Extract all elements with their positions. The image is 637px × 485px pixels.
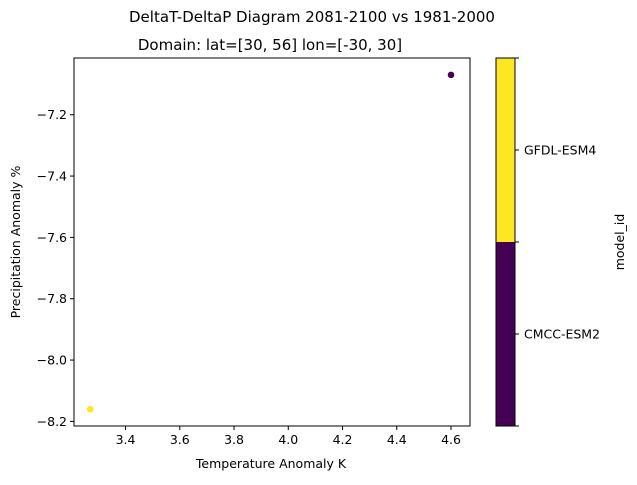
plot-area: 3.4 3.6 3.8 4.0 4.2 4.4 4.6 −7.2 −7.4 −7.6 −7.8 −8.… [37, 57, 471, 447]
chart-title: Domain: lat=[30, 56] lon=[-30, 30] [138, 36, 402, 54]
plot-frame [73, 57, 471, 427]
colorbar-segment [496, 58, 515, 242]
y-tick-label: −7.2 [37, 107, 67, 122]
colorbar-tick-label: GFDL-ESM4 [524, 143, 596, 158]
y-tick-label: −7.6 [37, 230, 67, 245]
y-tick-label: −8.0 [37, 353, 67, 368]
y-tick-label: −7.8 [37, 291, 67, 306]
data-point [447, 71, 455, 79]
y-axis-label: Precipitation Anomaly % [8, 165, 23, 318]
colorbar-segment [496, 242, 515, 426]
x-tick-label: 3.4 [116, 432, 136, 447]
x-tick-label: 3.8 [224, 432, 244, 447]
x-axis-label: Temperature Anomaly K [195, 456, 347, 471]
x-tick-label: 4.0 [278, 432, 298, 447]
x-tick-label: 4.4 [387, 432, 407, 447]
chart-suptitle: DeltaT-DeltaP Diagram 2081-2100 vs 1981-… [129, 8, 495, 26]
x-tick-label: 4.6 [441, 432, 461, 447]
y-tick-label: −7.4 [37, 169, 67, 184]
colorbar: CMCC-ESM2 GFDL-ESM4 [495, 57, 600, 427]
colorbar-label: model_id [612, 214, 627, 271]
y-tick-label: −8.2 [37, 414, 67, 429]
x-tick-label: 3.6 [170, 432, 190, 447]
data-point [86, 405, 94, 413]
colorbar-tick-label: CMCC-ESM2 [524, 327, 600, 342]
x-tick-label: 4.2 [333, 432, 353, 447]
